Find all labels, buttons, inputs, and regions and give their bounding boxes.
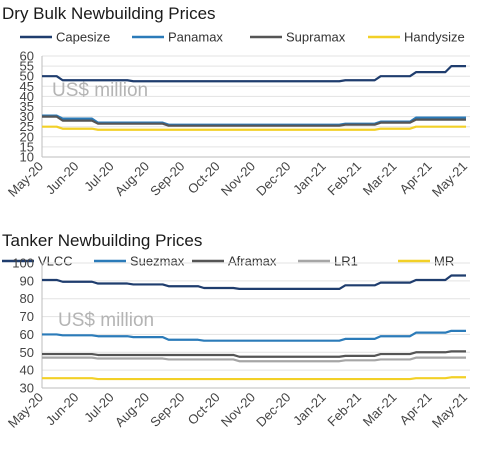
- y-tick-label: 100: [12, 256, 34, 271]
- x-tick-label: Mar-21: [360, 159, 400, 199]
- chart-title: Tanker Newbuilding Prices: [2, 231, 202, 250]
- dry-bulk-chart: Dry Bulk Newbuilding Prices Capesize Panam…: [2, 4, 470, 200]
- x-tick-label: Oct-20: [185, 390, 223, 428]
- y-tick-label: 55: [20, 59, 34, 74]
- y-tick-label: 30: [20, 381, 34, 396]
- x-tick-label: Dec-20: [253, 390, 293, 430]
- series-line-capesize: [42, 65, 466, 83]
- series-line-suezmax: [42, 329, 466, 342]
- x-tick-label: Feb-21: [324, 390, 364, 430]
- x-tick-label: May-21: [429, 390, 470, 431]
- y-tick-label: 10: [20, 150, 34, 165]
- y-tick-label: 60: [20, 49, 34, 64]
- legend-label: Aframax: [228, 254, 277, 269]
- y-tick-label: 80: [20, 291, 34, 306]
- y-tick-label: 40: [20, 363, 34, 378]
- y-tick-label: 30: [20, 109, 34, 124]
- y-tick-label: 20: [20, 129, 34, 144]
- x-tick-label: Jun-20: [43, 390, 82, 429]
- units-annotation: US$ million: [52, 80, 148, 101]
- x-tick-label: May-20: [5, 390, 46, 431]
- series-line-lr1: [42, 356, 466, 363]
- y-tick-label: 90: [20, 273, 34, 288]
- legend-label: Panamax: [168, 30, 223, 45]
- x-tick-label: Jun-20: [43, 159, 82, 198]
- series-line-handysize: [42, 125, 466, 131]
- x-tick-label: Aug-20: [112, 159, 152, 199]
- series-line-vlcc: [42, 274, 466, 290]
- legend-label: Handysize: [404, 30, 465, 45]
- series-line-supramax: [42, 115, 466, 127]
- y-tick-label: 60: [20, 327, 34, 342]
- x-tick-label: Nov-20: [218, 390, 258, 430]
- chart-title: Dry Bulk Newbuilding Prices: [2, 4, 216, 23]
- x-tick-label: Jan-21: [290, 159, 329, 198]
- x-tick-label: Jan-21: [290, 390, 329, 429]
- y-tick-label: 50: [20, 345, 34, 360]
- x-tick-label: May-20: [5, 159, 46, 200]
- legend-label: MR: [434, 254, 454, 269]
- legend-label: Capesize: [56, 30, 110, 45]
- tanker-chart: Tanker Newbuilding Prices VLCC Suezmax Afra…: [2, 231, 470, 431]
- x-tick-label: Dec-20: [253, 159, 293, 199]
- x-tick-label: Nov-20: [218, 159, 258, 199]
- legend-label: Supramax: [286, 30, 346, 45]
- y-tick-label: 35: [20, 99, 34, 114]
- y-tick-label: 25: [20, 119, 34, 134]
- x-tick-label: Apr-21: [397, 390, 435, 428]
- x-tick-label: May-21: [429, 159, 470, 200]
- x-tick-label: Apr-21: [397, 159, 435, 197]
- y-tick-label: 70: [20, 309, 34, 324]
- series-line-aframax: [42, 350, 466, 358]
- x-tick-label: Aug-20: [112, 390, 152, 430]
- x-tick-label: Sep-20: [147, 159, 187, 199]
- y-tick-label: 40: [20, 89, 34, 104]
- x-tick-label: Feb-21: [324, 159, 364, 199]
- x-tick-label: Mar-21: [360, 390, 400, 430]
- x-tick-label: Oct-20: [185, 159, 223, 197]
- series-line-mr: [42, 376, 466, 381]
- units-annotation: US$ million: [58, 310, 154, 331]
- legend-label: Suezmax: [130, 254, 185, 269]
- y-tick-label: 45: [20, 79, 34, 94]
- legend-label: LR1: [334, 254, 358, 269]
- legend-label: VLCC: [38, 254, 73, 269]
- y-tick-label: 15: [20, 139, 34, 154]
- y-tick-label: 50: [20, 69, 34, 84]
- x-tick-label: Sep-20: [147, 390, 187, 430]
